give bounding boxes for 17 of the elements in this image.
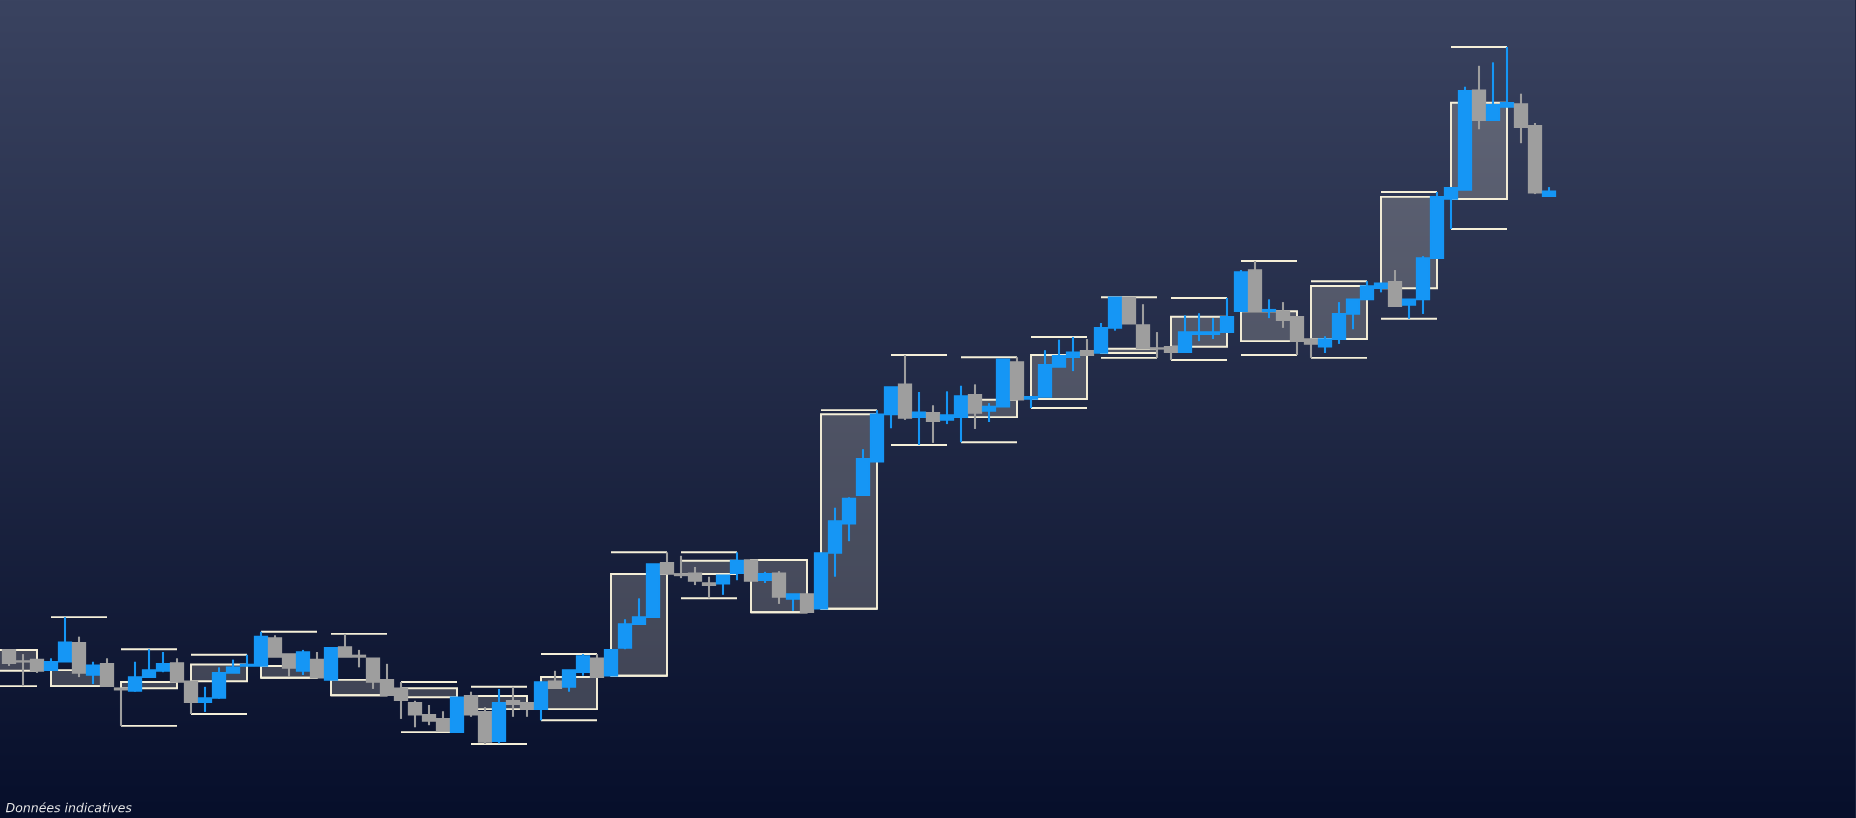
- candlestick: [99, 657, 115, 688]
- candlestick: [743, 559, 759, 582]
- candlestick: [925, 404, 941, 444]
- candlestick: [799, 593, 815, 614]
- candlestick: [1261, 298, 1277, 320]
- candlestick: [85, 660, 101, 686]
- candlestick: [967, 383, 983, 430]
- candlestick: [295, 648, 311, 677]
- text: Données indicatives: [5, 802, 132, 813]
- candlestick: [309, 650, 325, 679]
- candlestick: [771, 570, 787, 605]
- candlestick: [729, 551, 745, 582]
- candlestick: [113, 687, 129, 727]
- candlestick: [701, 575, 717, 600]
- candlestick: [911, 390, 927, 447]
- candlestick: [715, 574, 731, 596]
- candlestick: [589, 653, 605, 679]
